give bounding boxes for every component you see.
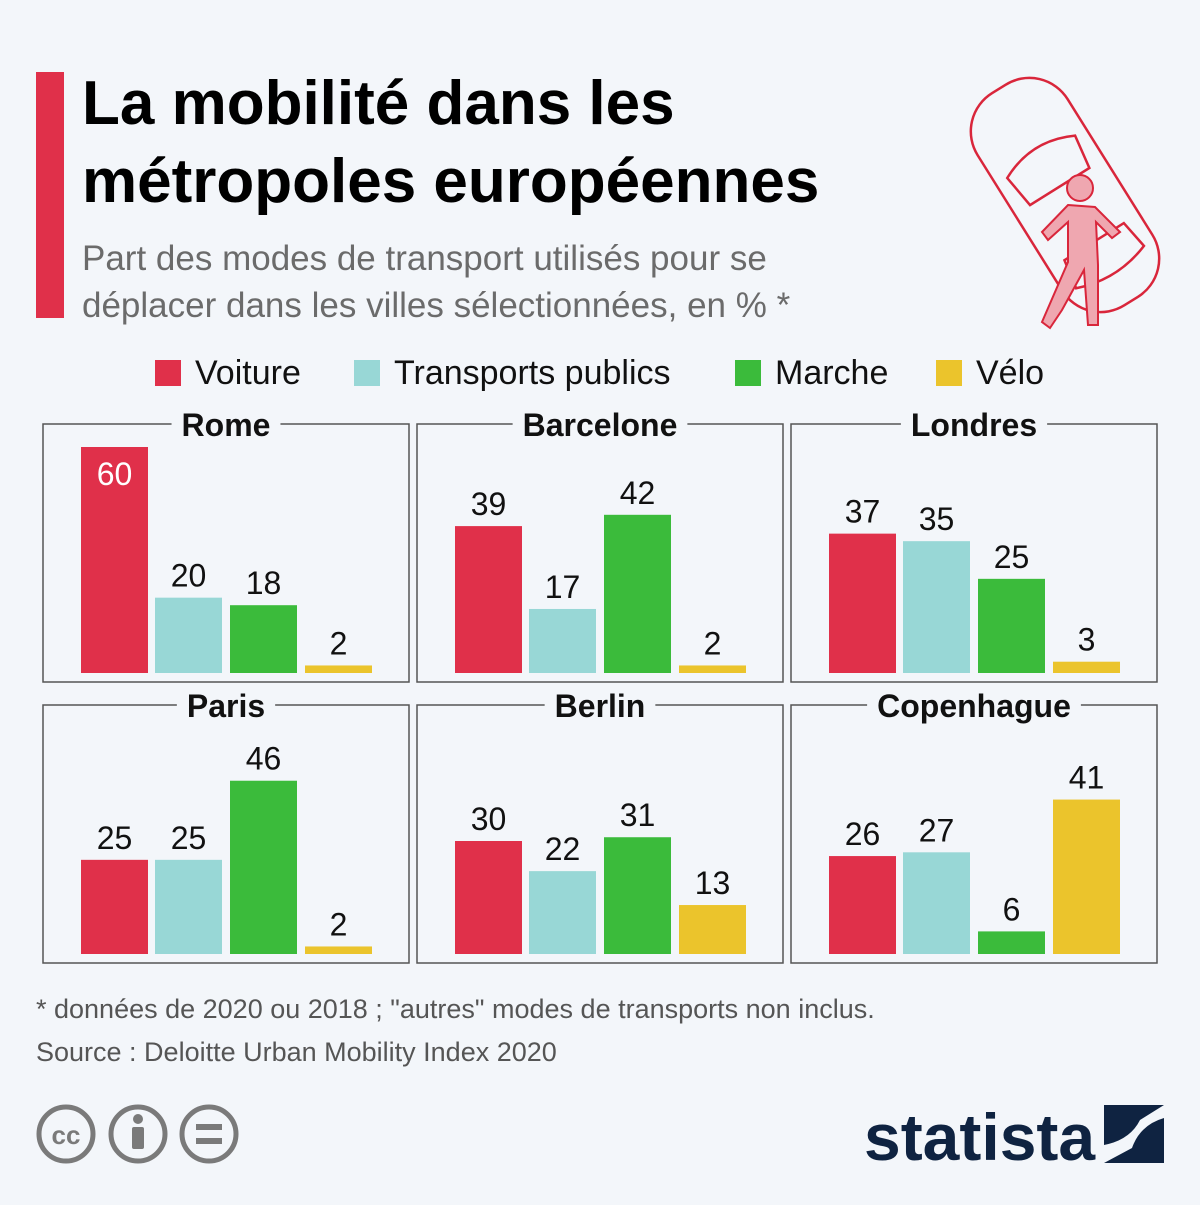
title-line-2: métropoles européennes xyxy=(82,147,819,216)
value-label: 25 xyxy=(171,820,207,856)
bar-vélo xyxy=(305,665,372,673)
value-label: 20 xyxy=(171,558,207,594)
legend-swatch xyxy=(155,360,181,386)
svg-text:cc: cc xyxy=(52,1120,81,1150)
value-label: 6 xyxy=(1003,891,1021,927)
bar-voiture xyxy=(829,856,896,954)
value-label: 30 xyxy=(471,801,507,837)
value-label: 2 xyxy=(704,625,722,661)
value-label: 13 xyxy=(695,865,731,901)
value-label: 35 xyxy=(919,501,955,537)
attribution-icon[interactable] xyxy=(108,1104,168,1164)
bar-vélo xyxy=(1053,661,1120,673)
legend-swatch xyxy=(735,360,761,386)
bar-voiture xyxy=(455,526,522,673)
panel-title: Londres xyxy=(911,407,1037,443)
bar-marche xyxy=(230,605,297,673)
bar-marche xyxy=(978,931,1045,954)
bar-transports-publics xyxy=(903,541,970,673)
value-label: 2 xyxy=(330,906,348,942)
bar-marche xyxy=(604,514,671,673)
title-line-1: La mobilité dans les xyxy=(82,69,675,138)
legend-label: Marche xyxy=(775,354,888,392)
panel-title: Paris xyxy=(187,688,265,724)
legend-label: Vélo xyxy=(976,354,1044,392)
panel-londres: Londres 37 35 25 3 xyxy=(790,407,1158,683)
value-label: 37 xyxy=(845,494,881,530)
source: Source : Deloitte Urban Mobility Index 2… xyxy=(36,1037,557,1067)
title-gap xyxy=(171,421,281,427)
bar-vélo xyxy=(305,946,372,954)
value-label: 25 xyxy=(994,539,1030,575)
value-label: 18 xyxy=(246,565,282,601)
bar-marche xyxy=(230,780,297,954)
legend-swatch xyxy=(936,360,962,386)
value-label: 41 xyxy=(1069,760,1105,796)
panel-title: Rome xyxy=(182,407,271,443)
panel-rome: Rome 60 20 18 2 xyxy=(42,407,410,683)
legend-swatch xyxy=(354,360,380,386)
value-label: 2 xyxy=(330,625,348,661)
chart-panels: Rome 60 20 18 2 Barcelone 39 17 42 2 Londres 37 35 25… xyxy=(42,407,1158,964)
statista-logo-icon xyxy=(1104,1105,1164,1163)
legend-label: Voiture xyxy=(195,354,301,392)
bar-transports-publics xyxy=(903,852,970,954)
bar-transports-publics xyxy=(529,608,596,673)
panel-barcelone: Barcelone 39 17 42 2 xyxy=(416,407,784,683)
bar-marche xyxy=(604,837,671,954)
legend: Voiture Transports publics Marche Vélo xyxy=(155,354,1044,392)
value-label: 31 xyxy=(620,797,656,833)
car-and-pedestrian-icon xyxy=(969,76,1161,330)
legend-label: Transports publics xyxy=(394,354,671,392)
bar-transports-publics xyxy=(529,871,596,954)
bar-marche xyxy=(978,578,1045,673)
no-derivatives-icon[interactable] xyxy=(179,1104,239,1164)
footnote: * données de 2020 ou 2018 ; "autres" mod… xyxy=(36,994,875,1024)
value-label: 27 xyxy=(919,812,955,848)
value-label: 42 xyxy=(620,475,656,511)
bar-voiture xyxy=(81,859,148,954)
panel-berlin: Berlin 30 22 31 13 xyxy=(416,688,784,964)
bar-voiture xyxy=(829,533,896,673)
panel-title: Berlin xyxy=(555,688,646,724)
bar-voiture xyxy=(455,841,522,954)
bar-vélo xyxy=(679,665,746,673)
panel-title: Barcelone xyxy=(523,407,678,443)
title-gap xyxy=(900,421,1048,427)
bar-transports-publics xyxy=(155,597,222,673)
value-label: 39 xyxy=(471,486,507,522)
title-gap xyxy=(176,702,276,708)
subtitle-line-2: déplacer dans les villes sélectionnées, … xyxy=(82,286,791,325)
bar-voiture xyxy=(81,447,148,673)
subtitle-line-1: Part des modes de transport utilisés pou… xyxy=(82,239,767,278)
value-label: 46 xyxy=(246,741,282,777)
bar-vélo xyxy=(679,905,746,954)
panel-copenhague: Copenhague 26 27 6 41 xyxy=(790,688,1158,964)
value-label: 17 xyxy=(545,569,581,605)
value-label: 60 xyxy=(97,456,133,492)
accent-bar xyxy=(36,72,64,318)
title-gap xyxy=(867,702,1081,708)
value-label: 3 xyxy=(1078,622,1096,658)
value-label: 22 xyxy=(545,831,581,867)
bar-transports-publics xyxy=(155,859,222,954)
cc-icon[interactable]: cc xyxy=(36,1104,96,1164)
title-gap xyxy=(512,421,688,427)
panel-title: Copenhague xyxy=(877,688,1071,724)
value-label: 26 xyxy=(845,816,881,852)
panel-paris: Paris 25 25 46 2 xyxy=(42,688,410,964)
value-label: 25 xyxy=(97,820,133,856)
statista-logo[interactable]: statista xyxy=(864,1100,1096,1174)
bar-vélo xyxy=(1053,799,1120,954)
title-gap xyxy=(544,702,656,708)
